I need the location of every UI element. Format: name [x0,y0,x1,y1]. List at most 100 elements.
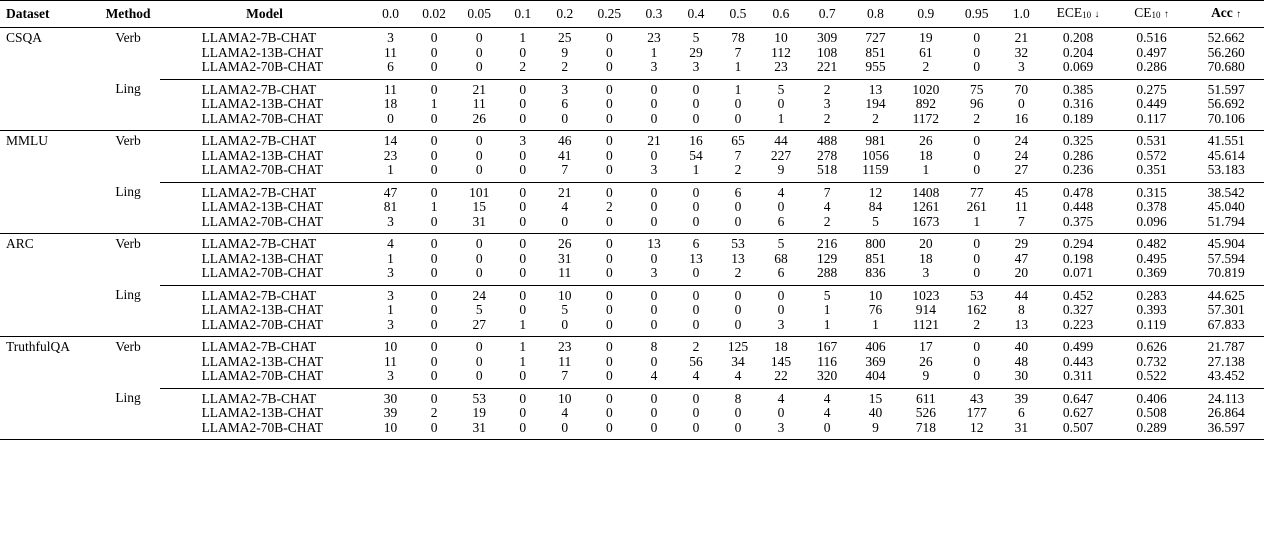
ce-value: 0.289 [1136,419,1167,435]
bin-count: 11 [384,44,397,60]
bin-count: 0 [605,302,613,317]
bin-count: 81 [383,199,398,214]
bin-count: 162 [966,302,987,317]
model-names: LLAMA2-7B-CHAT LLAMA2-13B-CHAT LLAMA2-70B-… [159,387,370,440]
bin-count: 18 [774,339,788,354]
ece-cell: 0.452 0.327 0.223 [1041,284,1115,337]
bin-count: 13 [1014,316,1029,332]
bin-count: 2 [430,405,438,420]
bin-count: 6 [734,184,742,200]
method-name: Ling [115,184,141,199]
bin-count: 0 [430,287,438,303]
bin-count: 2 [973,110,981,126]
bin-count: 2 [692,339,700,354]
ce-value: 0.096 [1136,213,1167,229]
bin-count: 0 [692,213,700,229]
bin-count: 11 [1014,199,1028,214]
bin-count: 4 [823,390,831,406]
bin-count: 836 [865,265,886,280]
bin-count: 29 [1014,236,1029,251]
bin-count: 15 [472,199,486,214]
bin-count: 2 [734,162,742,177]
bin-count: 20 [1014,265,1029,280]
dataset-name: CSQA [6,30,43,45]
bin-count: 0 [475,339,483,354]
method-name: Verb [96,233,160,285]
bin-count: 0 [605,81,613,97]
bin-count: 914 [915,302,936,317]
bin-count: 26 [919,353,933,369]
bin-count: 0 [734,110,742,126]
bin-count: 26 [919,133,933,148]
header-bin: 0.4 [674,0,717,28]
bin-count: 0 [650,147,658,163]
bin-count-cell: 18 145 22 [758,336,804,388]
bin-count: 7 [561,368,569,383]
ece-value: 0.499 [1062,339,1094,354]
ece-value: 0.236 [1062,162,1094,177]
bin-count-cell: 29 47 20 [1001,233,1042,285]
bin-count: 488 [817,133,838,148]
model-names: LLAMA2-7B-CHAT LLAMA2-13B-CHAT LLAMA2-70B-… [159,78,370,131]
bin-count: 0 [692,390,700,406]
model-name: LLAMA2-70B-CHAT [201,368,324,383]
bin-count: 0 [430,59,438,74]
bin-count: 0 [430,110,438,126]
bin-count: 13 [689,250,703,266]
bin-count: 1 [650,44,658,60]
ece-value: 0.448 [1062,199,1094,214]
dataset-name [0,285,97,337]
bin-count: 1 [519,339,527,354]
bin-count: 9 [872,419,879,435]
acc-value: 43.452 [1207,368,1245,383]
ce-cell: 0.516 0.497 0.286 [1115,28,1188,80]
model-name: LLAMA2-70B-CHAT [201,110,324,126]
bin-count: 2 [561,59,569,74]
bin-count: 526 [915,405,936,420]
bin-count: 29 [689,44,703,60]
bin-count: 1 [973,213,981,229]
bin-count: 1 [519,353,527,369]
bin-count: 0 [519,419,527,435]
bin-count: 2 [734,265,742,280]
bin-count: 404 [865,368,886,383]
acc-value: 57.594 [1207,250,1245,266]
ce-value: 0.378 [1136,199,1167,214]
bin-count: 0 [605,405,613,420]
header-ece: ECE10 ↓ [1041,0,1115,28]
bin-count: 4 [387,236,394,251]
model-name: LLAMA2-7B-CHAT [201,339,317,354]
model-name: LLAMA2-7B-CHAT [201,81,317,97]
bin-count: 11 [558,265,572,280]
dataset-name [0,79,97,131]
bin-count: 0 [777,199,785,214]
bin-count-cell: 25 9 2 [544,28,586,80]
bin-count: 1159 [862,162,889,177]
bin-count: 3 [387,368,394,383]
bin-count: 1 [430,96,438,111]
bin-count: 0 [973,250,981,266]
bin-count: 3 [922,265,930,280]
acc-value: 57.301 [1207,302,1245,317]
bin-count-cell: 5 29 3 [675,28,717,80]
header-bin: 0.7 [803,0,852,28]
bin-count-cell: 16 54 1 [674,130,717,182]
ece-value: 0.627 [1062,405,1094,420]
bin-count: 23 [774,59,788,74]
model-names: LLAMA2-7B-CHAT LLAMA2-13B-CHAT LLAMA2-70B-… [159,233,370,285]
bin-count: 0 [561,213,569,229]
acc-cell: 41.551 45.614 53.183 [1188,130,1264,182]
bin-count: 78 [731,30,745,45]
header-bin: 0.8 [851,0,900,28]
bin-count-cell: 47 81 3 [369,181,412,234]
